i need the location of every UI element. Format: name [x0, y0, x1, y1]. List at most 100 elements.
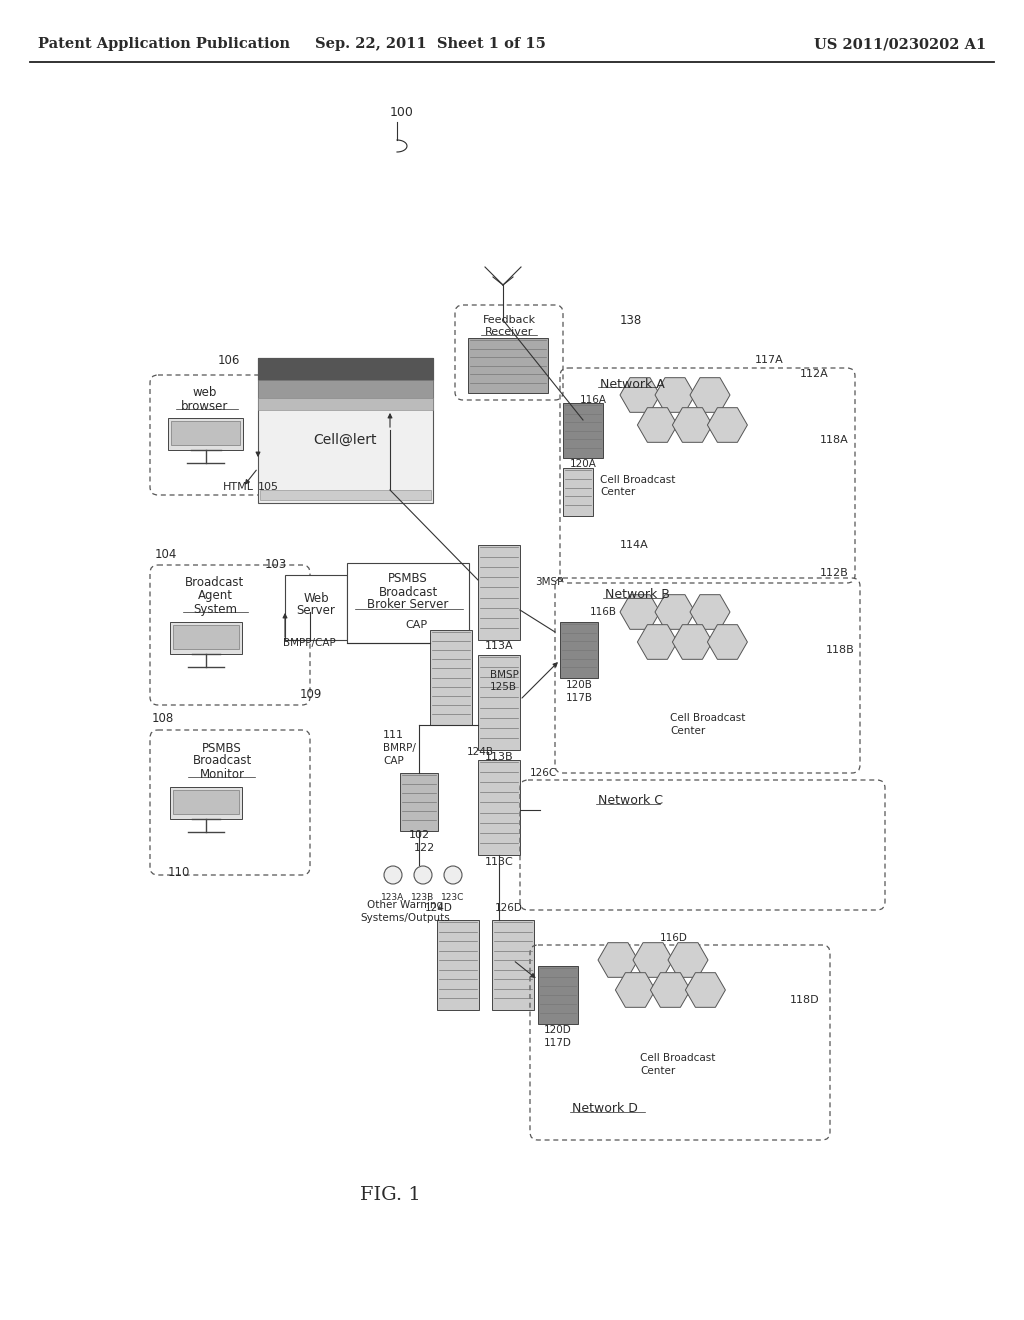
Text: 113C: 113C: [484, 857, 513, 867]
Text: 120B: 120B: [565, 680, 593, 690]
Text: Server: Server: [297, 605, 336, 618]
Text: CAP: CAP: [406, 620, 427, 630]
Text: web: web: [193, 387, 217, 400]
Text: System: System: [193, 602, 237, 615]
Text: Broadcast: Broadcast: [193, 755, 252, 767]
Text: BMRP/: BMRP/: [383, 743, 416, 752]
Text: 120A: 120A: [569, 459, 596, 469]
Text: HTML: HTML: [223, 482, 254, 492]
Text: 112A: 112A: [800, 370, 828, 379]
Text: BMSP: BMSP: [490, 671, 519, 680]
Bar: [258, 358, 433, 380]
Bar: [563, 469, 593, 516]
Text: 123A: 123A: [381, 892, 404, 902]
Text: Cell@lert: Cell@lert: [313, 433, 377, 447]
Text: Network D: Network D: [572, 1101, 638, 1114]
Text: Center: Center: [670, 726, 706, 737]
Text: Feedback: Feedback: [482, 315, 536, 325]
Text: Broadcast: Broadcast: [185, 577, 245, 590]
Text: Cell Broadcast: Cell Broadcast: [600, 475, 676, 484]
Text: 112B: 112B: [820, 568, 849, 578]
Bar: [173, 624, 239, 648]
Bar: [347, 564, 469, 643]
Bar: [258, 399, 433, 411]
Text: Network C: Network C: [598, 793, 663, 807]
Bar: [468, 338, 548, 393]
Text: Broker Server: Broker Server: [368, 598, 449, 611]
Bar: [478, 760, 520, 855]
Text: Agent: Agent: [198, 590, 232, 602]
Text: 122: 122: [414, 843, 435, 853]
Text: 106: 106: [218, 354, 241, 367]
Circle shape: [384, 866, 402, 884]
Bar: [260, 490, 431, 500]
Text: Center: Center: [640, 1067, 675, 1076]
Text: 105: 105: [258, 482, 279, 492]
Circle shape: [414, 866, 432, 884]
Text: 111: 111: [383, 730, 404, 741]
Bar: [538, 966, 578, 1024]
Bar: [492, 920, 534, 1010]
Text: CAP: CAP: [383, 756, 403, 766]
Text: Web: Web: [303, 591, 329, 605]
Text: 3MSP: 3MSP: [535, 577, 563, 587]
Text: 118B: 118B: [826, 645, 855, 655]
Text: Cell Broadcast: Cell Broadcast: [670, 713, 745, 723]
Text: 108: 108: [152, 711, 174, 725]
Text: Network A: Network A: [600, 378, 665, 391]
Text: browser: browser: [181, 400, 228, 412]
Text: 113B: 113B: [484, 752, 513, 762]
Text: 124B: 124B: [467, 747, 494, 756]
Text: 126C: 126C: [530, 768, 557, 777]
Text: 117B: 117B: [565, 693, 593, 704]
Text: Patent Application Publication: Patent Application Publication: [38, 37, 290, 51]
Text: PSMBS: PSMBS: [202, 742, 242, 755]
Bar: [400, 774, 438, 832]
Text: 102: 102: [409, 830, 429, 840]
Bar: [563, 403, 603, 458]
Bar: [560, 622, 598, 678]
Text: 126D: 126D: [495, 903, 523, 913]
Text: Other Warning: Other Warning: [367, 900, 443, 909]
Bar: [258, 380, 433, 399]
Text: Center: Center: [600, 487, 635, 498]
Text: 117A: 117A: [755, 355, 783, 366]
Bar: [173, 789, 239, 813]
Bar: [478, 545, 520, 640]
Text: Systems/Outputs: Systems/Outputs: [360, 913, 450, 923]
Text: 104: 104: [155, 549, 177, 561]
Text: 123C: 123C: [441, 892, 465, 902]
Text: 116D: 116D: [660, 933, 688, 942]
Bar: [168, 418, 243, 450]
Text: 117D: 117D: [544, 1038, 572, 1048]
Text: Receiver: Receiver: [484, 327, 534, 337]
Bar: [285, 576, 347, 640]
Circle shape: [444, 866, 462, 884]
Bar: [258, 358, 433, 503]
Text: Monitor: Monitor: [200, 767, 245, 780]
Text: 118D: 118D: [790, 995, 819, 1005]
Text: US 2011/0230202 A1: US 2011/0230202 A1: [814, 37, 986, 51]
Bar: [478, 655, 520, 750]
Bar: [430, 630, 472, 725]
Text: 109: 109: [300, 689, 323, 701]
Bar: [170, 622, 242, 653]
Text: FIG. 1: FIG. 1: [359, 1185, 421, 1204]
Text: 100: 100: [390, 106, 414, 119]
Text: 124D: 124D: [425, 903, 453, 913]
Text: 116A: 116A: [580, 395, 607, 405]
Text: PSMBS: PSMBS: [388, 573, 428, 586]
Bar: [437, 920, 479, 1010]
Text: Sep. 22, 2011  Sheet 1 of 15: Sep. 22, 2011 Sheet 1 of 15: [314, 37, 546, 51]
Text: 123B: 123B: [412, 892, 434, 902]
Text: 138: 138: [620, 314, 642, 326]
Text: 103: 103: [265, 558, 288, 572]
Text: Network B: Network B: [605, 587, 670, 601]
Text: 114A: 114A: [620, 540, 649, 550]
Text: BMPP/CAP: BMPP/CAP: [283, 638, 336, 648]
Text: Broadcast: Broadcast: [379, 586, 437, 598]
Text: 118A: 118A: [820, 436, 849, 445]
Text: Cell Broadcast: Cell Broadcast: [640, 1053, 716, 1063]
Bar: [171, 421, 240, 445]
Text: 113A: 113A: [484, 642, 513, 651]
